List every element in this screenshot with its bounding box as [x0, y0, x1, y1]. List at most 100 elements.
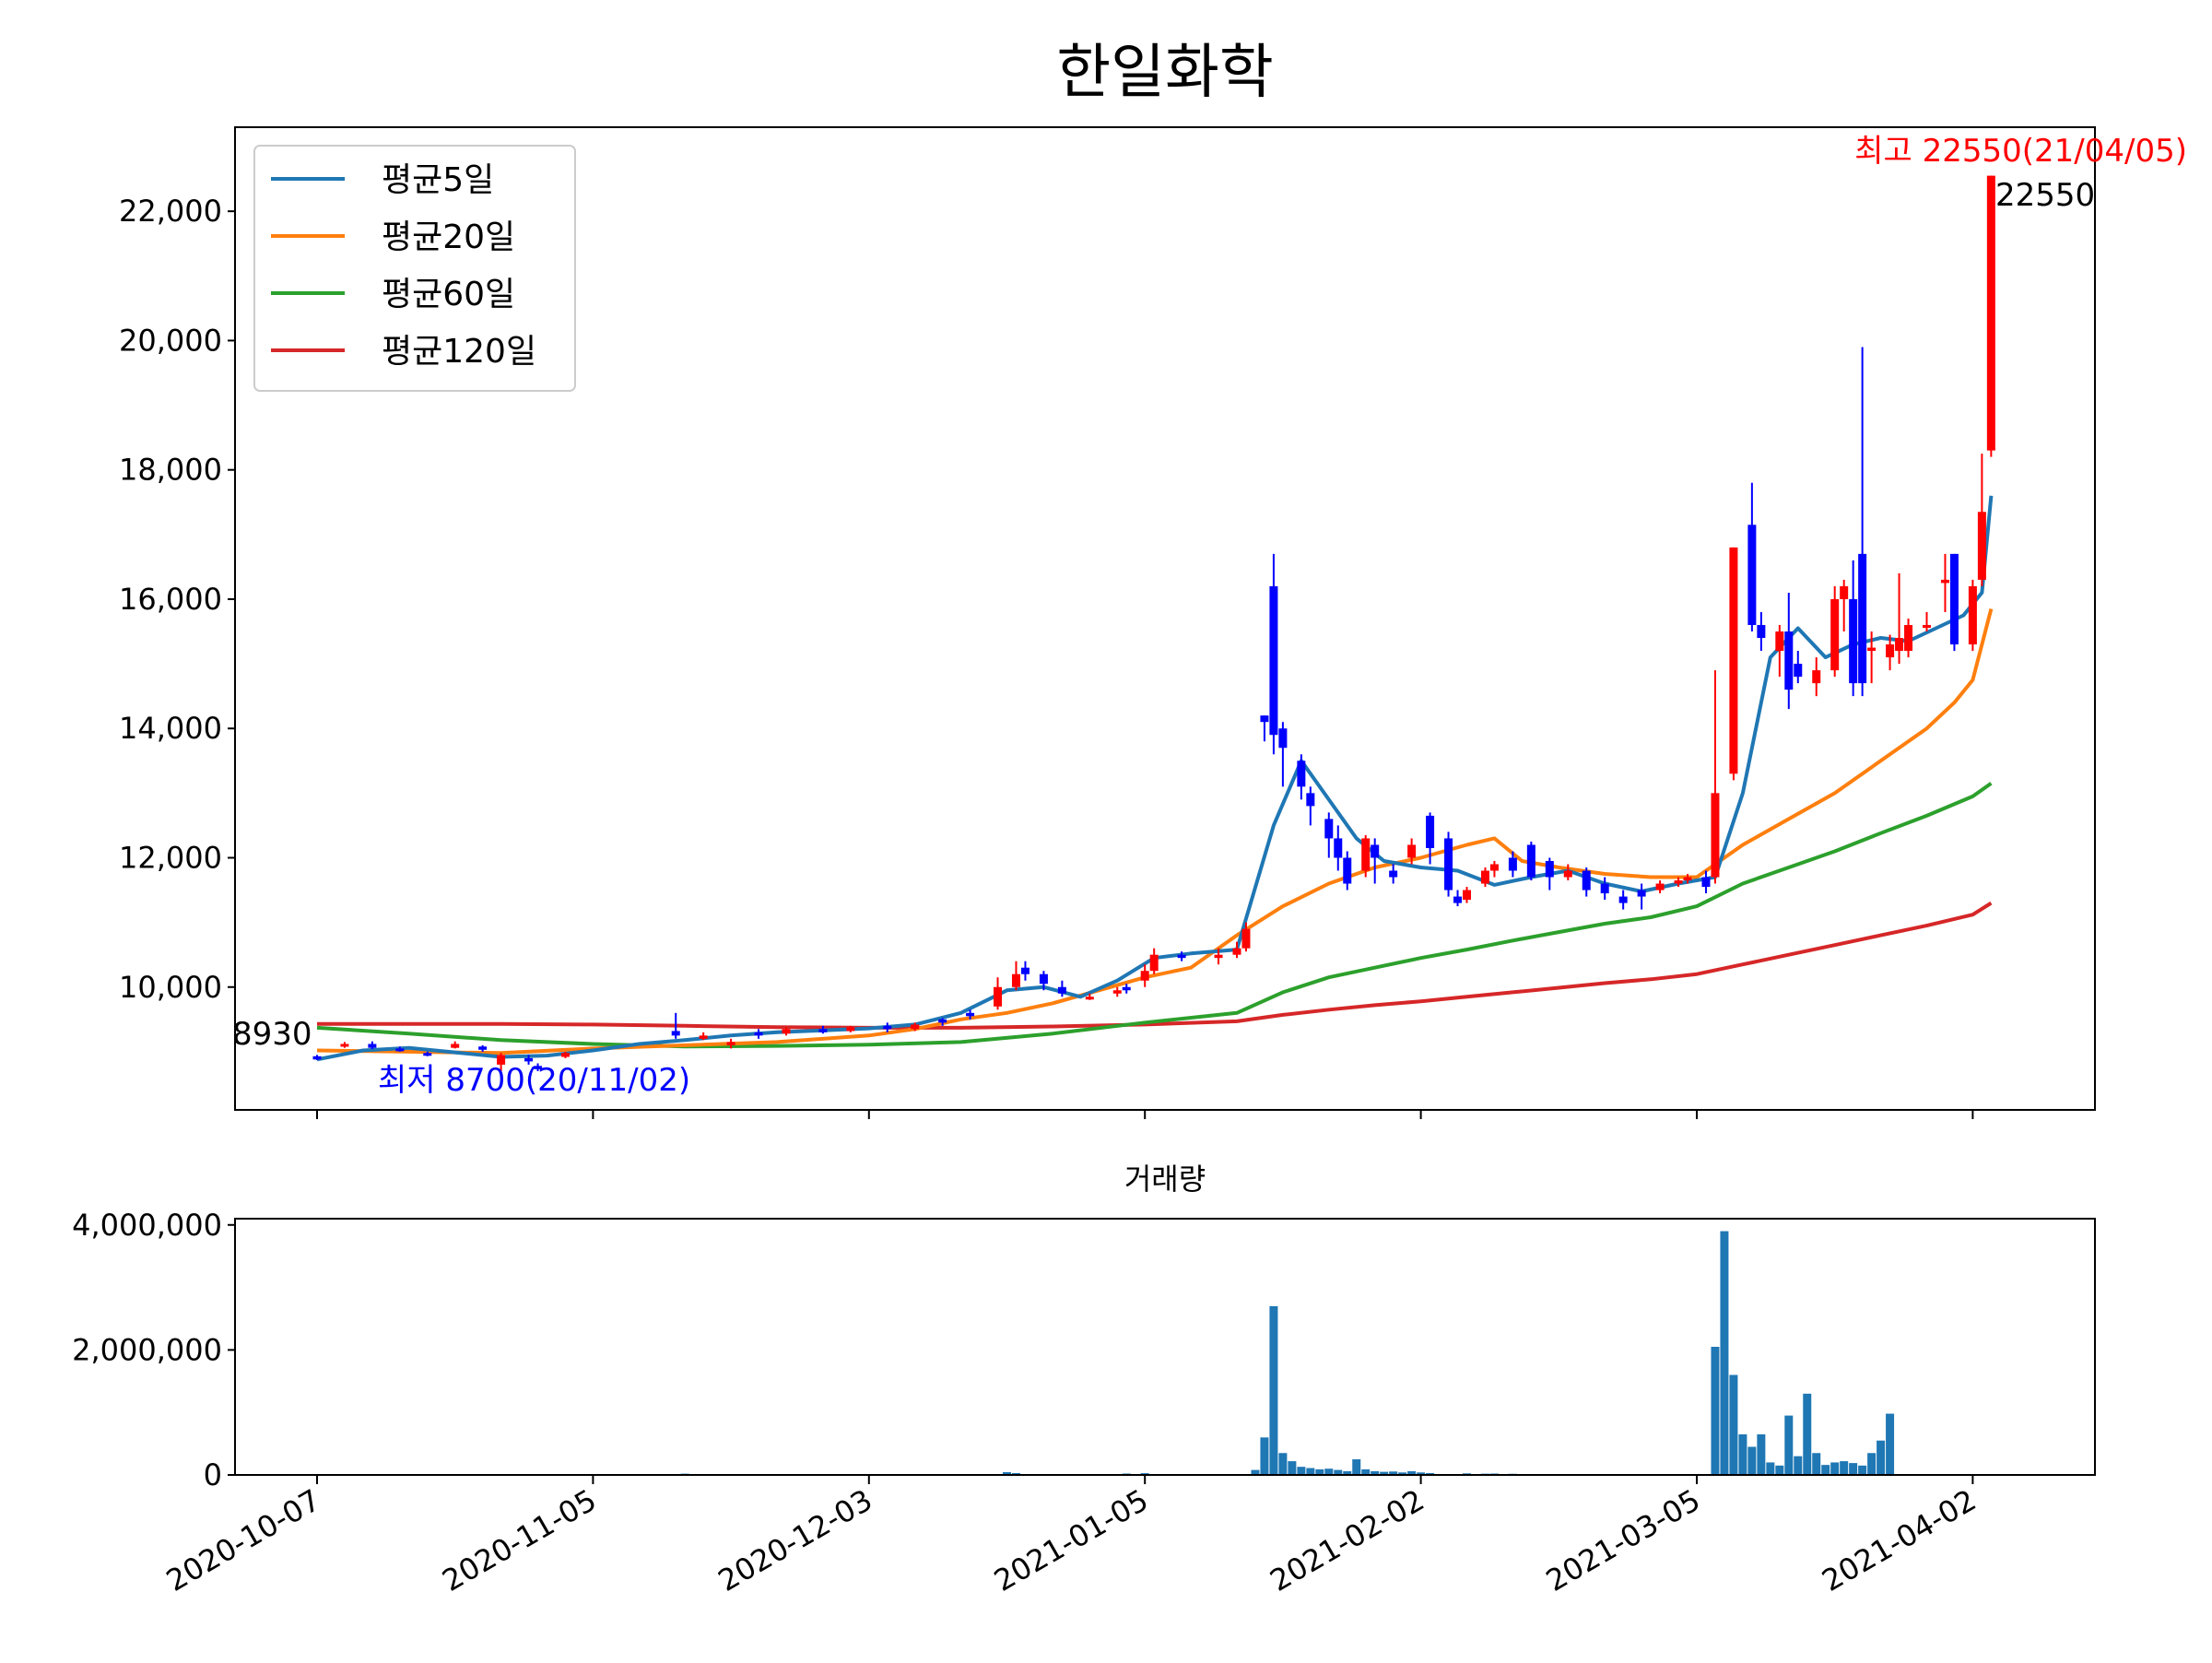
volume-tick-label: 4,000,000 — [72, 1208, 222, 1243]
volume-chart-title: 거래량 — [1124, 1162, 1206, 1197]
volume-tick-label: 0 — [204, 1457, 222, 1492]
candle-body — [1949, 553, 1959, 645]
candle-body — [1426, 815, 1435, 848]
candle-body — [1794, 664, 1803, 678]
candle-body — [1361, 838, 1371, 871]
candle-body — [1904, 625, 1913, 652]
candle-body — [1886, 644, 1895, 658]
volume-bar — [1306, 1468, 1315, 1475]
volume-bar — [1886, 1413, 1895, 1475]
volume-bar — [1821, 1465, 1830, 1475]
price-tick-label: 12,000 — [119, 840, 222, 875]
candle-body — [1968, 585, 1977, 645]
volume-bar — [1334, 1469, 1343, 1475]
candle-body — [1453, 896, 1463, 903]
volume-bar — [1417, 1472, 1426, 1475]
volume-bar — [1426, 1472, 1435, 1475]
legend-label-ma120: 평균120일 — [382, 333, 536, 371]
price-plot-frame — [234, 126, 2096, 1111]
moving-average-120-line — [317, 901, 1993, 1030]
volume-bar — [1747, 1446, 1757, 1475]
volume-bar — [1766, 1462, 1775, 1475]
candle-body — [1655, 883, 1665, 890]
candle-body — [1297, 761, 1306, 787]
candle-body — [1177, 954, 1186, 959]
volume-bar — [1720, 1231, 1729, 1475]
candle-body — [1923, 625, 1931, 629]
candle-body — [1057, 986, 1066, 994]
legend-label-ma5: 평균5일 — [382, 161, 494, 199]
chart-title: 한일화학 — [1056, 39, 1274, 107]
volume-bar — [1260, 1437, 1269, 1475]
candle-body — [1674, 880, 1683, 884]
volume-bar — [1003, 1471, 1011, 1475]
candle-body — [1140, 971, 1149, 981]
candle-body — [451, 1044, 460, 1048]
candle-body — [1278, 728, 1288, 749]
last-value-annotation: 22550 — [1995, 177, 2095, 214]
candle-body — [1334, 838, 1343, 858]
volume-bar — [1803, 1393, 1812, 1475]
candle-body — [534, 1066, 543, 1069]
candle-body — [938, 1019, 947, 1023]
volume-bar — [1288, 1461, 1297, 1475]
candle-body — [1683, 877, 1692, 881]
candle-body — [1986, 175, 1995, 451]
volume-bar — [1315, 1468, 1324, 1475]
volume-bar — [1794, 1456, 1803, 1475]
candle-body — [1867, 647, 1877, 652]
candle-body — [1600, 883, 1609, 894]
volume-bar — [1407, 1470, 1417, 1475]
high-price-annotation: 최고 22550(21/04/05) — [1854, 133, 2187, 170]
candle-body — [1757, 625, 1766, 639]
candlestick-series — [312, 175, 1995, 1071]
volume-bar — [1877, 1440, 1886, 1475]
candle-body — [1020, 967, 1030, 974]
candle-body — [1711, 793, 1720, 878]
candle-body — [966, 1012, 975, 1017]
legend-box — [253, 145, 576, 392]
candle-body — [1232, 948, 1241, 955]
candle-body — [340, 1044, 349, 1047]
legend-label-ma60: 평균60일 — [382, 276, 515, 313]
candle-body — [1463, 890, 1471, 901]
volume-bar — [1849, 1463, 1858, 1475]
price-tick-label: 22,000 — [119, 194, 222, 229]
volume-bar — [1297, 1467, 1306, 1475]
candle-body — [1840, 585, 1849, 599]
candle-body — [1747, 525, 1757, 626]
price-tick-label: 18,000 — [119, 453, 222, 488]
candle-body — [1618, 896, 1628, 903]
candle-body — [911, 1024, 920, 1030]
candle-body — [883, 1025, 892, 1030]
candle-body — [368, 1044, 377, 1048]
candle-body — [782, 1029, 791, 1034]
volume-bar — [1398, 1472, 1407, 1475]
candle-body — [1526, 844, 1535, 878]
volume-bar — [1812, 1453, 1821, 1475]
candle-body — [1545, 860, 1554, 878]
candle-body — [1306, 793, 1315, 807]
candle-body — [1637, 890, 1646, 897]
volume-bar — [1352, 1459, 1361, 1475]
volume-bar — [1738, 1433, 1747, 1475]
candle-body — [478, 1046, 488, 1050]
candle-body — [1112, 990, 1122, 994]
candle-body — [1269, 585, 1278, 736]
candle-body — [1858, 553, 1867, 684]
price-axis-ticks: 10,000 12,000 14,000 16,000 18,000 20,000 22,0… — [119, 194, 1974, 1119]
volume-bar — [1251, 1469, 1260, 1475]
first-close-annotation: 8930 — [232, 1016, 312, 1053]
volume-bar — [1389, 1471, 1398, 1475]
candle-body — [818, 1029, 828, 1032]
candle-body — [699, 1035, 708, 1039]
candle-body — [1563, 870, 1572, 878]
volume-bar — [1380, 1471, 1389, 1475]
volume-bar — [1278, 1453, 1288, 1475]
volume-bar — [1867, 1453, 1877, 1475]
volume-plot-frame — [234, 1218, 2096, 1476]
candle-body — [1085, 997, 1094, 1000]
volume-bar — [1371, 1470, 1380, 1475]
